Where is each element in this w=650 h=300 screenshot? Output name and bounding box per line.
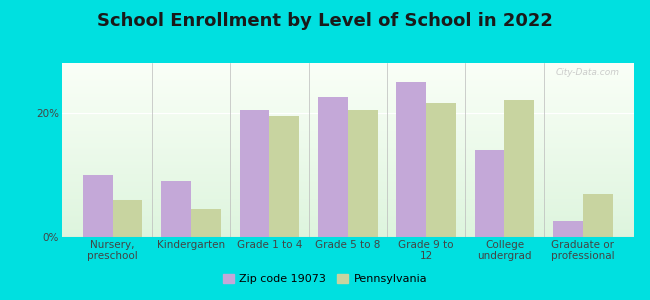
Bar (504, 100, 534, 237)
Legend: Zip code 19073, Pennsylvania: Zip code 19073, Pennsylvania (218, 269, 432, 288)
Text: City-Data.com: City-Data.com (556, 68, 619, 77)
Bar (583, 194, 612, 237)
Bar (318, 97, 348, 237)
Bar (191, 209, 221, 237)
Bar (112, 200, 142, 237)
Bar (474, 150, 504, 237)
Bar (240, 110, 269, 237)
Bar (269, 116, 299, 237)
Bar (161, 181, 191, 237)
Bar (83, 175, 112, 237)
Bar (553, 221, 583, 237)
Bar (348, 110, 378, 237)
Bar (396, 82, 426, 237)
Bar (426, 103, 456, 237)
Text: School Enrollment by Level of School in 2022: School Enrollment by Level of School in … (97, 12, 553, 30)
